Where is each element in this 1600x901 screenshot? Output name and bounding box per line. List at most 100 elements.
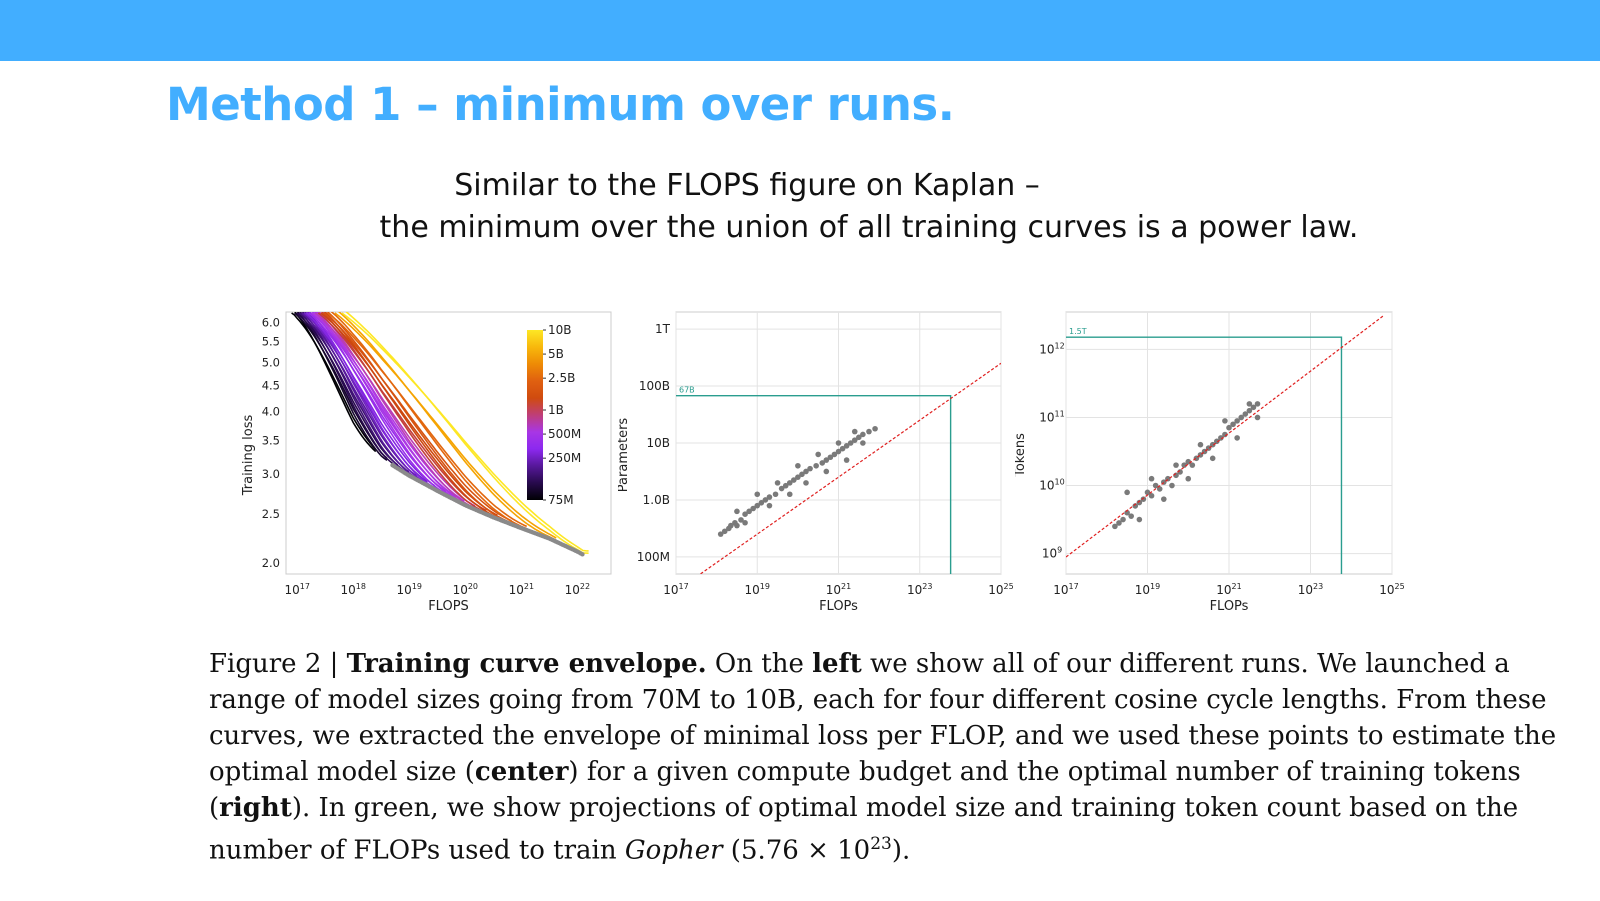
data-point [860, 440, 866, 446]
data-point [786, 480, 793, 486]
data-point [1173, 462, 1179, 468]
loss-curve-series [334, 312, 557, 539]
data-point [772, 491, 779, 498]
data-point [1132, 503, 1139, 509]
data-point [1148, 492, 1155, 499]
data-point [851, 428, 858, 435]
x-tick-label: 1022 [565, 582, 590, 597]
x-axis-label: FLOPs [819, 599, 858, 614]
colorbar [527, 330, 543, 500]
caption-text: On the [706, 649, 813, 679]
data-point [831, 451, 838, 458]
caption-text: (5.76 × 10 [722, 835, 871, 866]
data-point [1250, 404, 1257, 411]
data-point [815, 451, 821, 458]
data-point [856, 434, 862, 441]
colorbar-label: 500M [548, 427, 581, 441]
data-point [1246, 407, 1253, 414]
data-point [778, 485, 785, 492]
x-tick-label: 1019 [397, 582, 422, 597]
x-tick-label: 1019 [745, 582, 770, 597]
x-tick-label: 1021 [1216, 582, 1241, 597]
tokens-chart: 1.5T 1017 1019 1021 1023 1025 FLOPs 1012 1011 101… [1013, 310, 1435, 626]
data-point [1136, 516, 1143, 523]
caption-bold-title: Training curve envelope. [346, 649, 707, 679]
loss-curve-series [337, 312, 557, 541]
tokens-svg: 1.5T 1017 1019 1021 1023 1025 FLOPs 1012 1011 101… [1013, 311, 1405, 614]
y-axis-label: Training loss [241, 415, 256, 497]
y-tick-label: 2.5 [262, 507, 280, 521]
data-point [738, 517, 744, 523]
data-point [766, 502, 773, 509]
y-tick-label: 2.0 [262, 556, 280, 570]
data-point [734, 522, 740, 529]
caption-line-1: Figure 2 | Training curve envelope. On t… [209, 646, 1510, 682]
data-point [835, 440, 842, 446]
loss-curve-series [301, 312, 410, 475]
caption-line-3: curves, we extracted the envelope of min… [209, 721, 1557, 751]
y-tick-label: 6.0 [262, 316, 280, 330]
data-point [762, 497, 769, 503]
caption-text: number of FLOPs used to train [209, 835, 625, 866]
data-point [1116, 520, 1122, 526]
colorbar-label: 5B [548, 347, 564, 361]
y-tick-label: 109 [1042, 546, 1062, 561]
x-axis-label: FLOPS [428, 599, 469, 614]
x-tick-label: 1017 [663, 582, 688, 597]
data-point [827, 454, 834, 461]
data-point [1112, 523, 1118, 530]
data-point [734, 508, 740, 515]
data-point [1230, 421, 1236, 428]
data-point [823, 457, 830, 463]
data-point [860, 431, 866, 438]
loss-curve-series [341, 312, 589, 552]
loss-curve-series [305, 312, 436, 487]
data-point [1218, 435, 1224, 441]
data-point [1148, 475, 1155, 482]
data-point [766, 494, 773, 500]
x-tick-label: 1021 [509, 582, 534, 597]
loss-curve-series [317, 312, 476, 509]
y-tick-label: 1011 [1039, 409, 1064, 424]
data-point [1197, 441, 1204, 448]
data-point [1124, 489, 1130, 496]
loss-curve-series [296, 312, 399, 466]
data-point [1181, 462, 1187, 468]
data-point [1209, 455, 1216, 462]
data-point [1246, 401, 1253, 407]
data-point [742, 519, 748, 526]
x-tick-label: 1025 [988, 582, 1013, 597]
data-point [847, 440, 854, 446]
caption-italic-gopher: Gopher [624, 835, 723, 866]
data-point [1136, 499, 1143, 506]
colorbar-label: 75M [548, 493, 574, 507]
loss-curve-series [323, 312, 512, 522]
loss-curve-series [320, 312, 498, 516]
data-point [1161, 496, 1167, 502]
loss-curve-series [304, 312, 418, 479]
loss-curve-series [323, 312, 498, 519]
data-point [1254, 401, 1261, 407]
y-tick-label: 10B [646, 436, 670, 450]
fit-line [699, 362, 1001, 574]
subtitle-line-2: the minimum over the union of all traini… [379, 210, 1359, 245]
x-tick-label: 1023 [1298, 582, 1323, 597]
marks-group [676, 362, 1001, 574]
caption-line-5: (right). In green, we show projections o… [209, 790, 1518, 826]
y-tick-label: 100B [639, 379, 670, 393]
parameters-svg: 67B 1017 1019 1021 1023 1025 FLOPs 1T 100B 10B 1.0… [616, 311, 1014, 614]
x-axis-label: FLOPs [1210, 599, 1249, 614]
data-point [721, 528, 728, 535]
loss-curve-series [317, 312, 487, 512]
data-point [819, 460, 826, 466]
data-point [795, 474, 801, 480]
slide-title: Method 1 – minimum over runs. [166, 78, 955, 131]
data-point [799, 471, 805, 478]
x-tick-label: 1023 [907, 582, 932, 597]
data-point [782, 482, 789, 489]
data-point [742, 511, 748, 517]
loss-curve-series [299, 312, 399, 468]
colorbar-label: 2.5B [548, 371, 575, 385]
data-point [851, 437, 858, 443]
data-point [1169, 482, 1175, 489]
